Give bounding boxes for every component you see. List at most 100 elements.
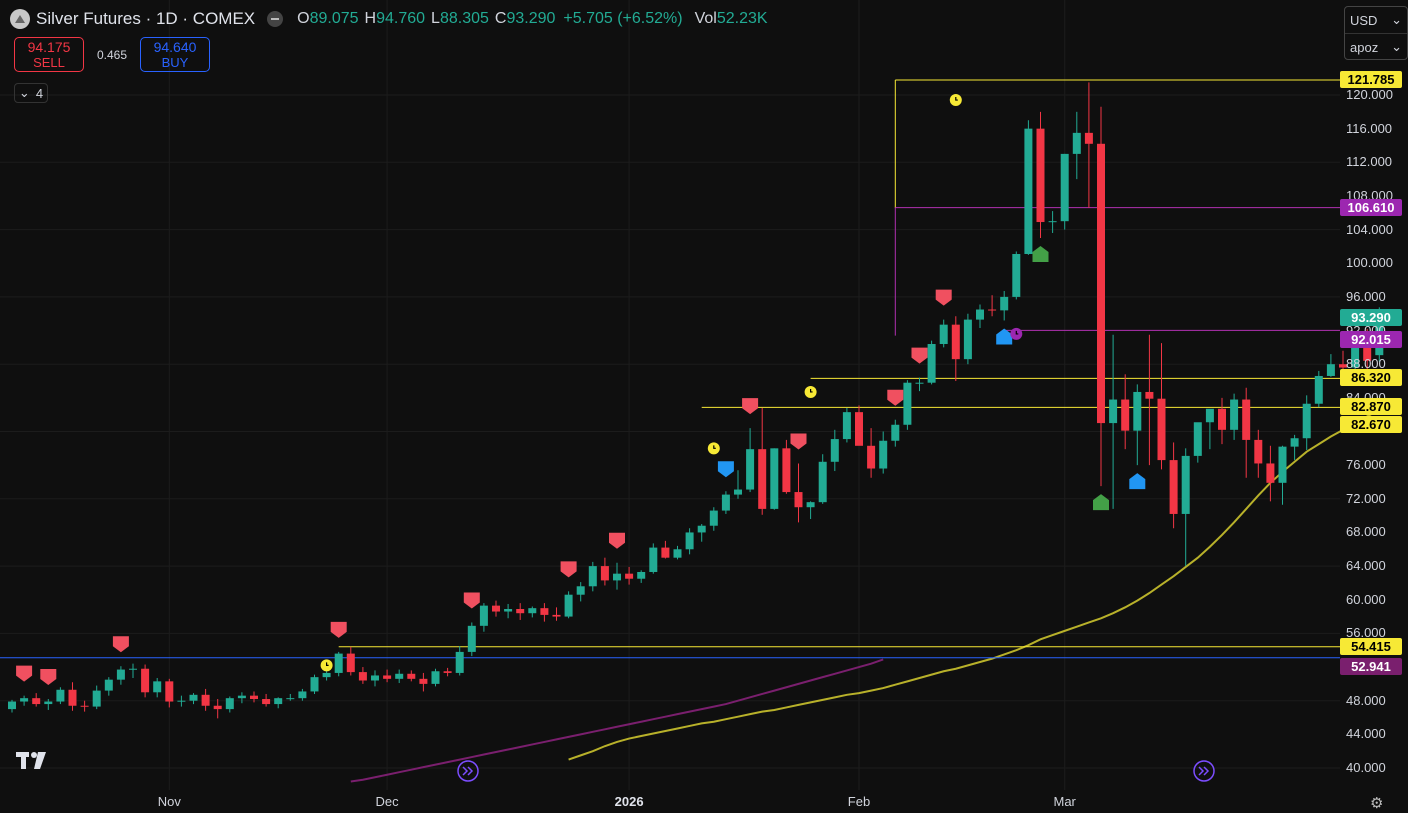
candle-body bbox=[189, 694, 198, 701]
candle-body bbox=[383, 675, 392, 679]
candle-body bbox=[274, 698, 283, 705]
candle-body bbox=[588, 566, 597, 587]
sell-signal-icon bbox=[330, 621, 347, 638]
scale-settings: USD ⌄ apoz ⌄ bbox=[1344, 6, 1408, 60]
candle-body bbox=[1036, 128, 1045, 223]
candle-body bbox=[600, 566, 609, 581]
x-axis-tick: 2026 bbox=[614, 794, 644, 809]
y-axis-tick: 104.000 bbox=[1346, 221, 1393, 237]
candle-body bbox=[1278, 446, 1287, 483]
candle-body bbox=[976, 309, 984, 320]
candle-body bbox=[407, 673, 416, 679]
candle-body bbox=[516, 609, 525, 614]
candle-body bbox=[334, 653, 343, 673]
sell-signal-icon bbox=[16, 665, 33, 682]
buy-signal-icon bbox=[1093, 494, 1109, 511]
sell-signal-icon bbox=[717, 461, 734, 478]
candle-body bbox=[310, 677, 319, 692]
close-value: 93.290 bbox=[506, 10, 556, 27]
candle-body bbox=[988, 309, 997, 311]
candle-body bbox=[1290, 438, 1299, 447]
candle-body bbox=[625, 573, 634, 579]
y-axis-tick: 48.000 bbox=[1346, 692, 1386, 708]
candle-body bbox=[395, 673, 404, 679]
candle-body bbox=[613, 573, 621, 581]
y-axis-tick: 96.000 bbox=[1346, 288, 1386, 304]
chart-legend: Silver Futures · 1D · COMEX O 89.075 H 94.… bbox=[10, 8, 768, 30]
buy-button[interactable]: 94.640 BUY bbox=[140, 37, 210, 72]
high-label: H bbox=[364, 10, 377, 27]
candle-body bbox=[104, 679, 113, 691]
candle-body bbox=[129, 668, 137, 670]
scale-mode-select[interactable]: apoz ⌄ bbox=[1345, 33, 1407, 60]
ma50-line bbox=[568, 408, 1380, 761]
candle-body bbox=[552, 614, 561, 617]
sell-button[interactable]: 94.175 SELL bbox=[14, 37, 84, 72]
candle-body bbox=[1084, 132, 1093, 144]
y-axis-tick: 40.000 bbox=[1346, 760, 1386, 775]
candle-body bbox=[758, 449, 767, 509]
sell-signal-icon bbox=[911, 347, 928, 364]
buy-signal-icon bbox=[1129, 473, 1146, 490]
candle-body bbox=[1109, 399, 1118, 424]
gear-icon[interactable]: ⚙ bbox=[1370, 795, 1384, 812]
low-label: L bbox=[431, 10, 440, 27]
x-axis-tick: Nov bbox=[157, 794, 181, 809]
indicators-toggle[interactable]: ⌄ 4 bbox=[14, 83, 48, 103]
y-axis-tick: 72.000 bbox=[1346, 490, 1386, 506]
price-tag[interactable]: 52.941 bbox=[1340, 658, 1402, 676]
candle-body bbox=[939, 324, 948, 345]
price-tag[interactable]: 82.670 bbox=[1340, 416, 1402, 434]
candle-body bbox=[806, 502, 815, 508]
candle-body bbox=[540, 608, 549, 615]
candle-body bbox=[1181, 455, 1190, 514]
sell-signal-icon bbox=[887, 389, 904, 406]
replay-arrows bbox=[1198, 766, 1210, 776]
currency-select[interactable]: USD ⌄ bbox=[1345, 7, 1407, 33]
price-tag[interactable]: 82.870 bbox=[1340, 398, 1402, 416]
candle-body bbox=[213, 705, 222, 710]
sell-signal-icon bbox=[609, 532, 625, 549]
candle-body bbox=[44, 701, 53, 705]
price-tag[interactable]: 54.415 bbox=[1340, 637, 1402, 655]
close-label: C bbox=[494, 10, 507, 27]
candle-body bbox=[637, 571, 646, 579]
candle-body bbox=[564, 594, 573, 617]
change-value: +5.705 (+6.52%) bbox=[563, 10, 683, 27]
trade-panel: 94.175 SELL 0.465 94.640 BUY bbox=[14, 37, 210, 72]
candle-body bbox=[1218, 408, 1226, 430]
candle-body bbox=[1254, 439, 1263, 464]
y-axis-tick: 112.000 bbox=[1346, 154, 1393, 170]
price-tag[interactable]: 93.290 bbox=[1340, 308, 1402, 326]
candle-body bbox=[20, 698, 29, 702]
symbol-title[interactable]: Silver Futures · 1D · COMEX bbox=[36, 9, 256, 28]
candle-body bbox=[1314, 375, 1323, 404]
candle-body bbox=[1242, 399, 1251, 440]
alarm-hand bbox=[955, 97, 958, 101]
replay-forward-icon bbox=[1193, 760, 1215, 782]
replay-arrows bbox=[462, 766, 474, 776]
candle-body bbox=[855, 412, 863, 446]
hide-eye-icon[interactable] bbox=[267, 11, 284, 27]
currency-value: USD bbox=[1350, 12, 1378, 28]
candle-body bbox=[479, 605, 488, 626]
candle-body bbox=[1024, 128, 1033, 254]
price-tag[interactable]: 86.320 bbox=[1340, 369, 1402, 387]
price-tag[interactable]: 92.015 bbox=[1340, 331, 1402, 349]
candle-body bbox=[649, 547, 658, 572]
volume-value: 52.23K bbox=[716, 10, 768, 27]
alarm-hand bbox=[713, 445, 716, 449]
candle-body bbox=[1145, 391, 1154, 399]
candle-body bbox=[116, 669, 125, 680]
tradingview-logo-icon[interactable] bbox=[16, 752, 50, 770]
price-tag[interactable]: 106.610 bbox=[1340, 198, 1402, 216]
price-tag[interactable]: 121.785 bbox=[1340, 70, 1402, 88]
chevron-down-icon: ⌄ bbox=[1391, 12, 1402, 27]
candle-body bbox=[455, 651, 464, 673]
buy-signal-icon bbox=[996, 328, 1013, 345]
candle-body bbox=[467, 625, 476, 652]
y-axis-tick: 116.000 bbox=[1346, 120, 1393, 136]
candle-body bbox=[697, 525, 706, 533]
candle-body bbox=[141, 668, 150, 693]
